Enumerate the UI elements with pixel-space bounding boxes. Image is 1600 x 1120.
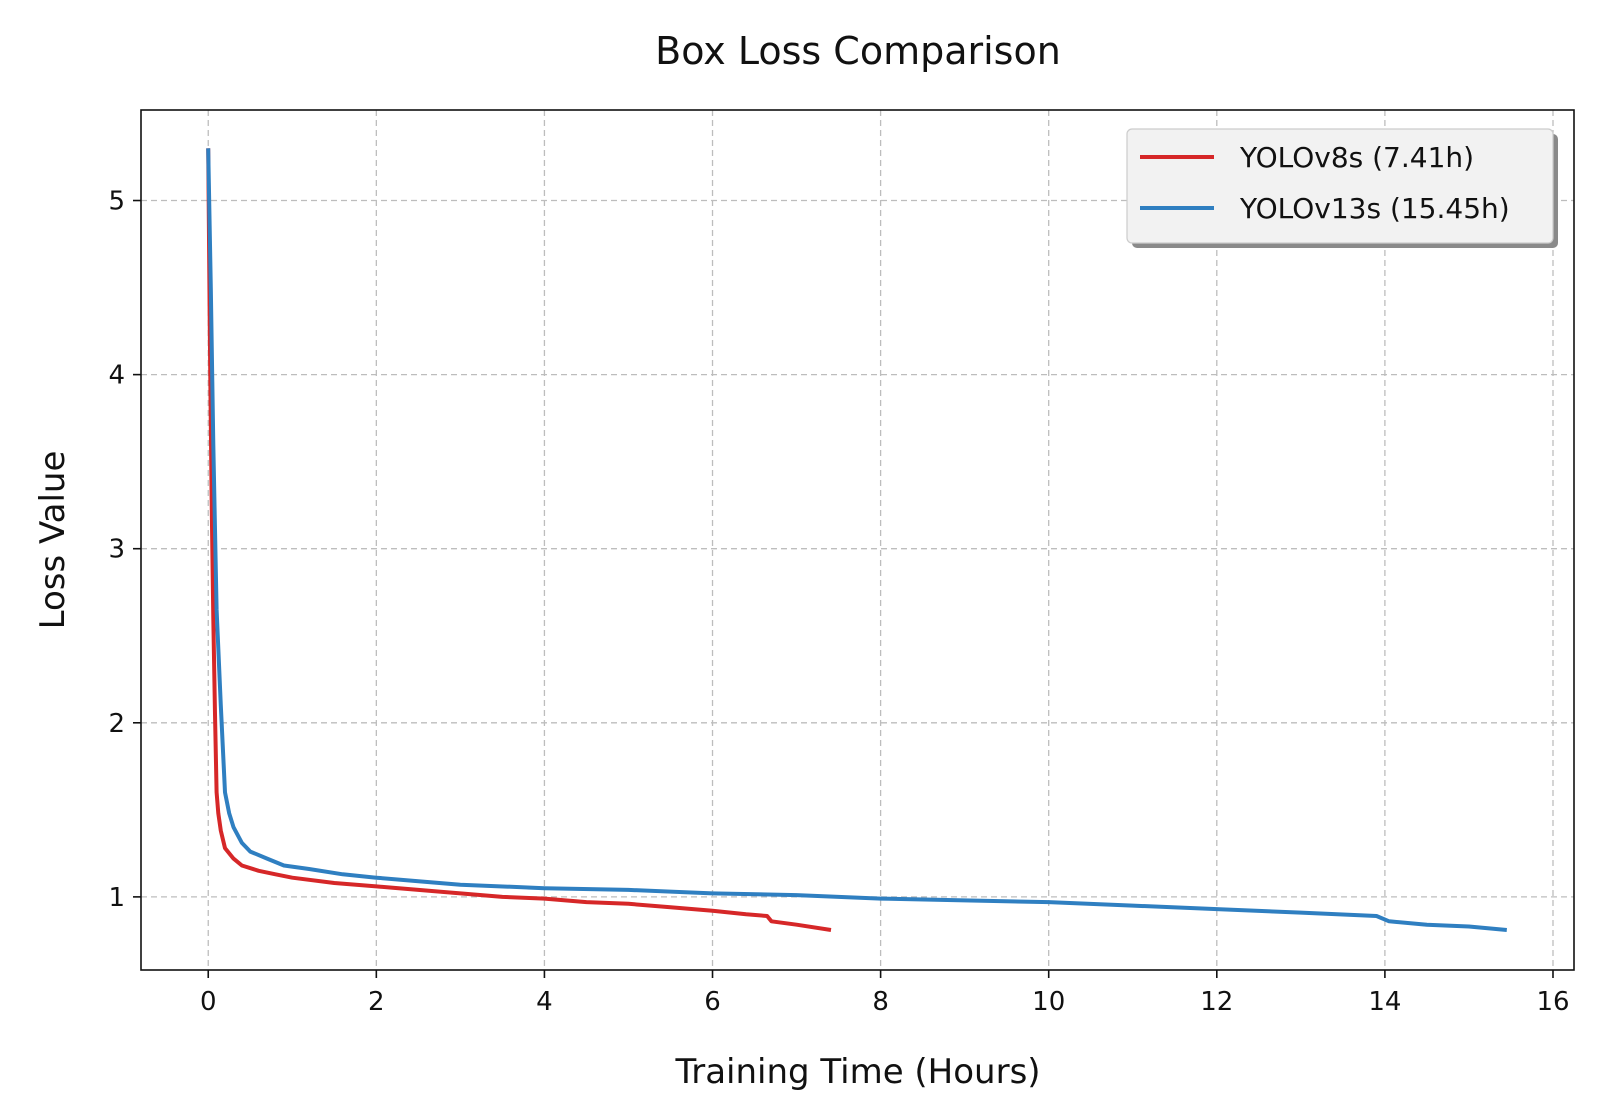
y-tick-label: 2	[108, 709, 125, 739]
series-line-0	[206, 148, 832, 932]
x-tick-label: 6	[704, 987, 721, 1017]
x-tick-label: 10	[1032, 987, 1065, 1017]
y-axis-label: Loss Value	[33, 451, 73, 630]
y-tick-label: 5	[108, 187, 125, 217]
series-layer	[206, 148, 1507, 932]
chart-title: Box Loss Comparison	[655, 29, 1061, 73]
y-tick-label: 3	[108, 535, 125, 565]
x-tick-label: 2	[368, 987, 385, 1017]
x-axis-label: Training Time (Hours)	[674, 1052, 1040, 1092]
y-tick-label: 1	[108, 883, 125, 913]
legend-entries: YOLOv8s (7.41h) YOLOv13s (15.45h)	[1140, 141, 1510, 225]
x-tick-label: 0	[200, 987, 217, 1017]
y-tick-label: 4	[108, 361, 125, 391]
plot-frame	[140, 109, 1575, 971]
x-tick-label: 12	[1200, 987, 1233, 1017]
series-line-1	[206, 148, 1507, 932]
x-tick-label: 16	[1536, 987, 1569, 1017]
x-tick-label: 14	[1368, 987, 1401, 1017]
legend-label-0: YOLOv8s (7.41h)	[1239, 141, 1474, 174]
x-tick-label: 8	[872, 987, 889, 1017]
legend-box	[1126, 128, 1554, 244]
x-tick-label: 4	[536, 987, 553, 1017]
legend: YOLOv8s (7.41h) YOLOv13s (15.45h)	[1126, 128, 1558, 248]
grid-layer	[141, 110, 1574, 970]
legend-label-1: YOLOv13s (15.45h)	[1239, 192, 1510, 225]
